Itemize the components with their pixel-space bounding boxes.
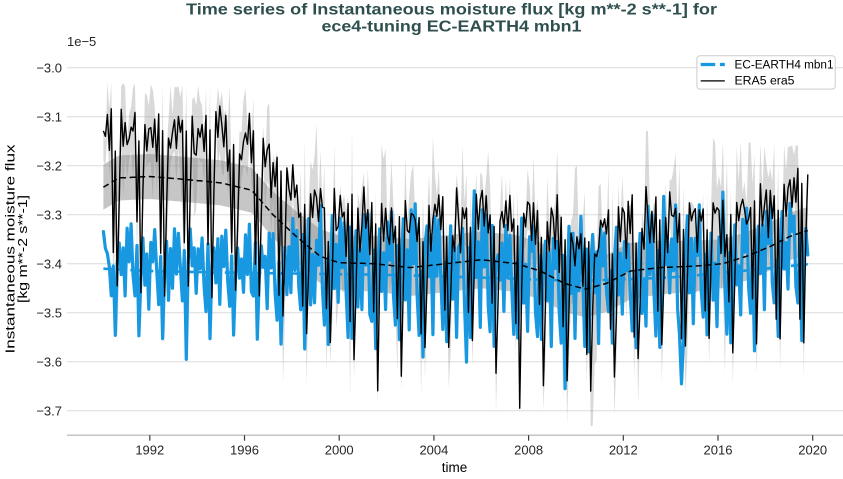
svg-text:Time series of Instantaneous m: Time series of Instantaneous moisture fl…	[186, 2, 717, 19]
svg-text:time: time	[442, 460, 468, 474]
svg-text:2004: 2004	[419, 443, 448, 458]
svg-text:2008: 2008	[514, 443, 543, 458]
svg-text:2016: 2016	[704, 443, 733, 458]
svg-text:1e−5: 1e−5	[67, 34, 96, 49]
svg-text:2012: 2012	[609, 443, 638, 458]
svg-text:EC-EARTH4 mbn1: EC-EARTH4 mbn1	[735, 60, 834, 72]
svg-text:−3.6: −3.6	[36, 354, 62, 369]
svg-text:Instantaneous moisture flux: Instantaneous moisture flux	[3, 144, 18, 354]
svg-text:ece4-tuning EC-EARTH4 mbn1: ece4-tuning EC-EARTH4 mbn1	[322, 19, 582, 36]
svg-text:−3.4: −3.4	[36, 256, 62, 271]
svg-text:1996: 1996	[230, 443, 259, 458]
svg-text:ERA5 era5: ERA5 era5	[735, 76, 795, 88]
svg-text:[kg m**-2 s**-1]: [kg m**-2 s**-1]	[15, 195, 30, 303]
svg-text:2020: 2020	[798, 443, 827, 458]
svg-text:−3.1: −3.1	[36, 109, 62, 124]
svg-text:−3.3: −3.3	[36, 207, 62, 222]
svg-text:−3.5: −3.5	[36, 305, 62, 320]
svg-text:−3.7: −3.7	[36, 403, 62, 418]
svg-text:1992: 1992	[135, 443, 164, 458]
svg-text:2000: 2000	[325, 443, 354, 458]
svg-text:−3.0: −3.0	[36, 60, 62, 75]
svg-text:−3.2: −3.2	[36, 158, 62, 173]
